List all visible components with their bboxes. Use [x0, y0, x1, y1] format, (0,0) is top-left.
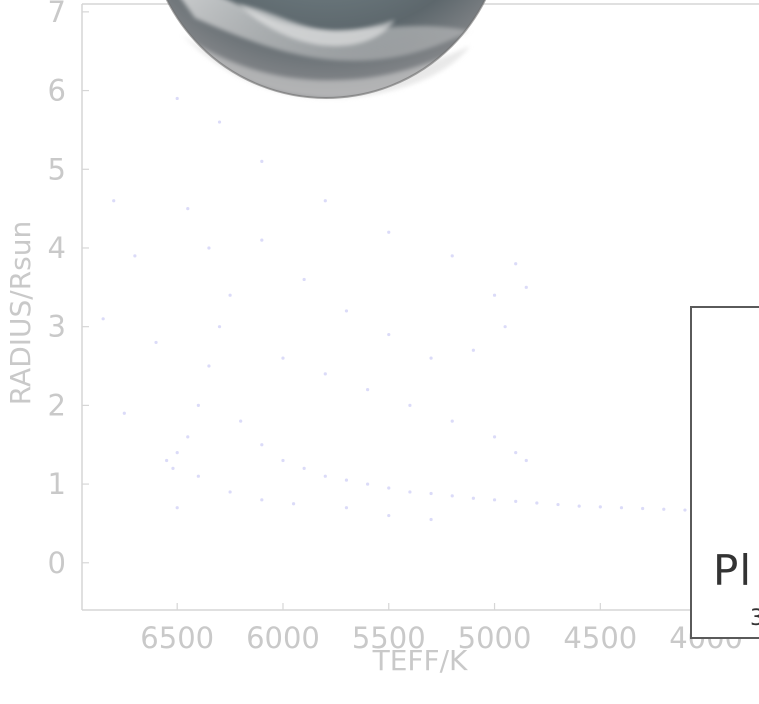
scatter-point-20	[535, 501, 539, 505]
scatter-point-50	[387, 332, 391, 337]
scatter-point-23	[598, 505, 602, 509]
scatter-point-32	[408, 403, 412, 407]
scatter-point-42	[260, 159, 264, 164]
scatter-point-34	[492, 435, 497, 439]
scatter-point-9	[302, 466, 306, 470]
x-tick-label-6000: 6000	[246, 621, 320, 655]
y-tick-label-6: 6	[48, 74, 66, 108]
scatter-point-52	[471, 348, 475, 352]
x-tick-label-4500: 4500	[563, 621, 637, 655]
overlay-panel: Pl 3	[690, 306, 759, 639]
scatter-point-25	[641, 506, 645, 511]
scatter-point-41	[323, 199, 327, 203]
scatter-point-62	[387, 513, 391, 518]
x-axis-label: TEFF/K	[372, 644, 468, 677]
scatter-point-24	[619, 506, 624, 510]
scatter-point-5	[228, 293, 232, 297]
scatter-point-53	[503, 325, 507, 329]
scatter-point-48	[302, 277, 306, 282]
scatter-point-19	[514, 499, 518, 503]
y-tick-label-5: 5	[48, 152, 66, 186]
planet-edge	[165, 0, 487, 99]
scatter-point-55	[165, 458, 169, 463]
overlay-panel-text: Pl	[713, 546, 752, 595]
scatter-point-49	[344, 309, 349, 313]
scatter-point-36	[524, 458, 528, 463]
scatter-point-0	[175, 450, 179, 455]
scatter-point-47	[260, 238, 264, 242]
scatter-point-15	[429, 491, 433, 496]
y-tick-label-1: 1	[48, 467, 66, 501]
scatter-point-29	[281, 356, 285, 360]
scatter-point-68	[101, 317, 105, 321]
scatter-point-39	[450, 254, 454, 258]
scatter-point-58	[228, 490, 232, 494]
scatter-point-40	[387, 230, 391, 234]
scatter-point-7	[260, 443, 264, 447]
scatter-point-46	[207, 246, 211, 250]
x-tick-label-5000: 5000	[458, 621, 532, 655]
scatter-point-8	[281, 458, 285, 463]
scatter-point-57	[196, 474, 200, 478]
scatter-points-layer	[101, 96, 708, 522]
scatter-point-69	[122, 411, 126, 415]
scatter-point-13	[387, 486, 391, 490]
scatter-point-17	[471, 496, 475, 500]
scatter-point-1	[186, 435, 190, 439]
scatter-point-16	[450, 494, 454, 498]
scatter-point-6	[239, 419, 243, 423]
scatter-point-31	[366, 388, 370, 392]
y-tick-label-4: 4	[48, 231, 66, 265]
planet-image	[165, 0, 487, 99]
scatter-point-37	[492, 293, 497, 297]
y-tick-label-0: 0	[48, 546, 66, 580]
scatter-point-33	[450, 419, 454, 423]
scatter-point-64	[175, 506, 179, 510]
planet-cloud-band-3	[238, 4, 395, 47]
scatter-point-65	[154, 340, 158, 345]
scatter-point-14	[408, 490, 412, 494]
scatter-point-51	[429, 356, 433, 360]
scatter-point-30	[323, 372, 327, 376]
y-tick-label-2: 2	[48, 388, 66, 422]
scatter-point-11	[344, 478, 349, 482]
scatter-point-21	[556, 502, 560, 507]
scatter-point-35	[514, 450, 518, 455]
scatter-point-59	[260, 498, 264, 502]
x-tick-label-5500: 5500	[352, 621, 426, 655]
scatter-point-54	[524, 285, 528, 289]
scatter-point-27	[683, 508, 687, 512]
scatter-point-44	[175, 96, 179, 101]
scatter-point-2	[196, 403, 200, 407]
scatter-point-18	[492, 498, 497, 502]
scatter-point-22	[577, 504, 581, 508]
overlay-panel-subtext: 3	[750, 606, 759, 631]
scatter-point-61	[344, 506, 349, 510]
scatter-point-10	[323, 474, 327, 478]
scatter-point-63	[429, 517, 433, 522]
y-tick-label-3: 3	[48, 310, 66, 344]
scatter-point-60	[291, 502, 296, 506]
scatter-point-12	[366, 482, 370, 486]
scatter-point-67	[112, 199, 116, 203]
scatter-point-3	[207, 364, 211, 368]
scatter-point-66	[133, 254, 137, 258]
y-axis-label: RADIUS/Rsun	[4, 221, 37, 406]
scatter-point-43	[217, 120, 222, 124]
x-tick-label-6500: 6500	[140, 621, 214, 655]
scatter-point-56	[171, 466, 175, 470]
scatter-point-38	[514, 262, 518, 266]
scatter-point-26	[662, 507, 666, 511]
y-tick-label-7: 7	[48, 0, 66, 29]
scatter-point-4	[217, 325, 222, 329]
scatter-point-45	[186, 207, 190, 211]
